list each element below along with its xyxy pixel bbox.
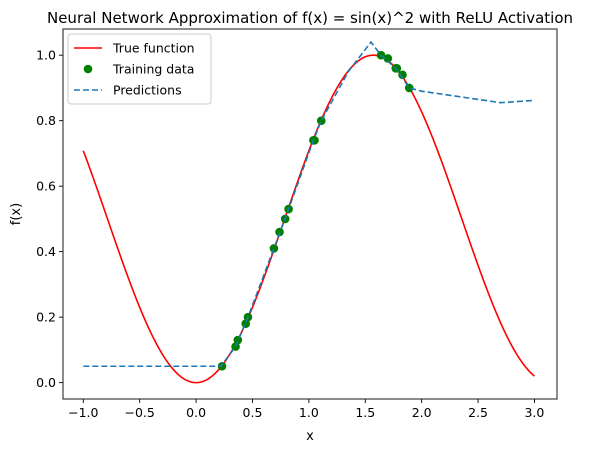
legend-marker <box>83 64 93 74</box>
y-tick-label: 0.4 <box>36 244 56 259</box>
x-tick-label: 3.0 <box>524 405 544 420</box>
x-tick-label: 1.0 <box>299 405 319 420</box>
training-data-point <box>269 244 279 253</box>
x-tick-label: −0.5 <box>125 405 155 420</box>
x-tick-label: 0.0 <box>186 405 206 420</box>
legend-box <box>67 33 212 105</box>
x-tick-label: 2.5 <box>468 405 488 420</box>
legend-label: Predictions <box>113 83 182 98</box>
y-axis-label: f(x) <box>9 203 24 225</box>
plot-area <box>82 40 535 384</box>
predictions-line <box>83 40 535 368</box>
legend-item: True function <box>74 41 195 56</box>
chart-title: Neural Network Approximation of f(x) = s… <box>47 9 573 27</box>
legend: True function Training data Predictions <box>67 33 212 105</box>
y-tick-label: 1.0 <box>36 48 56 63</box>
x-tick-label: 2.0 <box>412 405 432 420</box>
axis-ticks: −1.0 −0.5 0.0 0.5 1.0 1.5 2.0 2.5 3.0 0.0 0.2 0.4 0.… <box>36 48 544 420</box>
x-tick-label: −1.0 <box>68 405 98 420</box>
axes-frame <box>62 28 558 400</box>
x-tick-label: 0.5 <box>243 405 263 420</box>
training-data-point <box>398 70 407 80</box>
y-tick-label: 0.6 <box>36 179 56 194</box>
legend-label: Training data <box>112 62 194 77</box>
legend-label: True function <box>112 41 195 56</box>
y-tick-label: 0.8 <box>36 113 56 128</box>
training-data-point <box>217 361 227 371</box>
legend-item: Training data <box>83 62 194 77</box>
x-tick-label: 1.5 <box>355 405 375 420</box>
y-tick-label: 0.0 <box>36 375 56 390</box>
y-tick-label: 0.2 <box>36 310 56 325</box>
training-data-point <box>383 54 393 63</box>
training-data-point <box>316 116 326 125</box>
legend-item: Predictions <box>74 83 182 98</box>
training-data-point <box>392 63 402 73</box>
x-axis-label: x <box>306 429 314 444</box>
